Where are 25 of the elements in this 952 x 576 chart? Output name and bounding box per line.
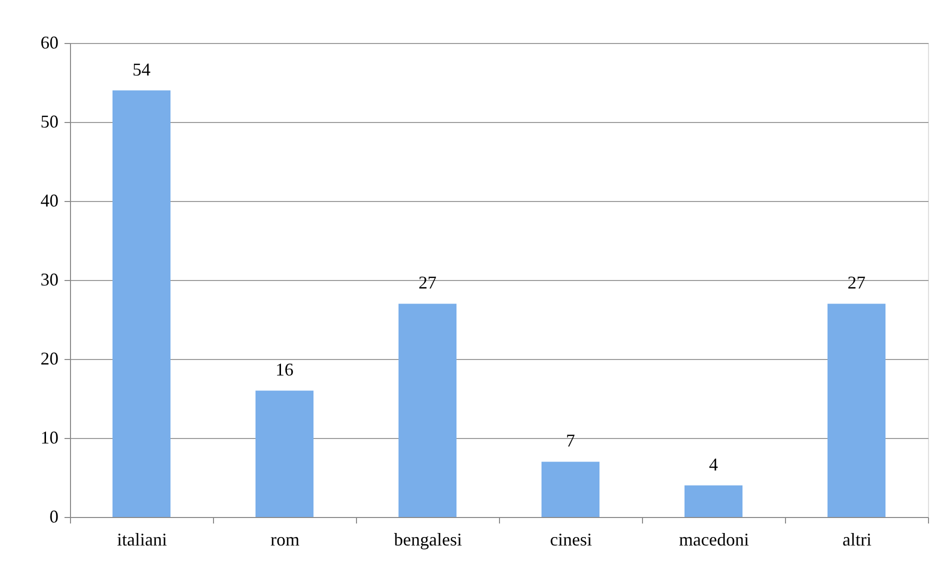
y-tick-label: 20 [40,348,58,368]
x-tick-label: bengalesi [394,530,462,550]
bar [256,390,314,517]
x-tick-label: italiani [117,530,167,550]
x-tick-label: cinesi [550,530,592,550]
bar [684,485,742,517]
data-label: 54 [132,59,150,80]
y-tick-label: 40 [40,190,58,210]
data-label: 7 [566,430,575,451]
y-tick-label: 10 [40,428,58,448]
data-label: 4 [709,454,718,474]
x-tick-label: rom [270,530,300,550]
data-label: 27 [418,272,436,293]
y-tick-label: 0 [50,506,58,526]
data-label: 27 [848,272,866,293]
bar [828,304,886,517]
data-label: 16 [276,360,294,380]
bar [542,462,600,517]
x-tick-label: macedoni [679,530,749,550]
y-tick-label: 30 [40,270,58,290]
y-tick-label: 50 [40,112,58,132]
y-tick-label: 60 [40,32,58,52]
bar [112,90,170,517]
x-tick-label: altri [842,530,872,550]
bar [398,304,456,517]
